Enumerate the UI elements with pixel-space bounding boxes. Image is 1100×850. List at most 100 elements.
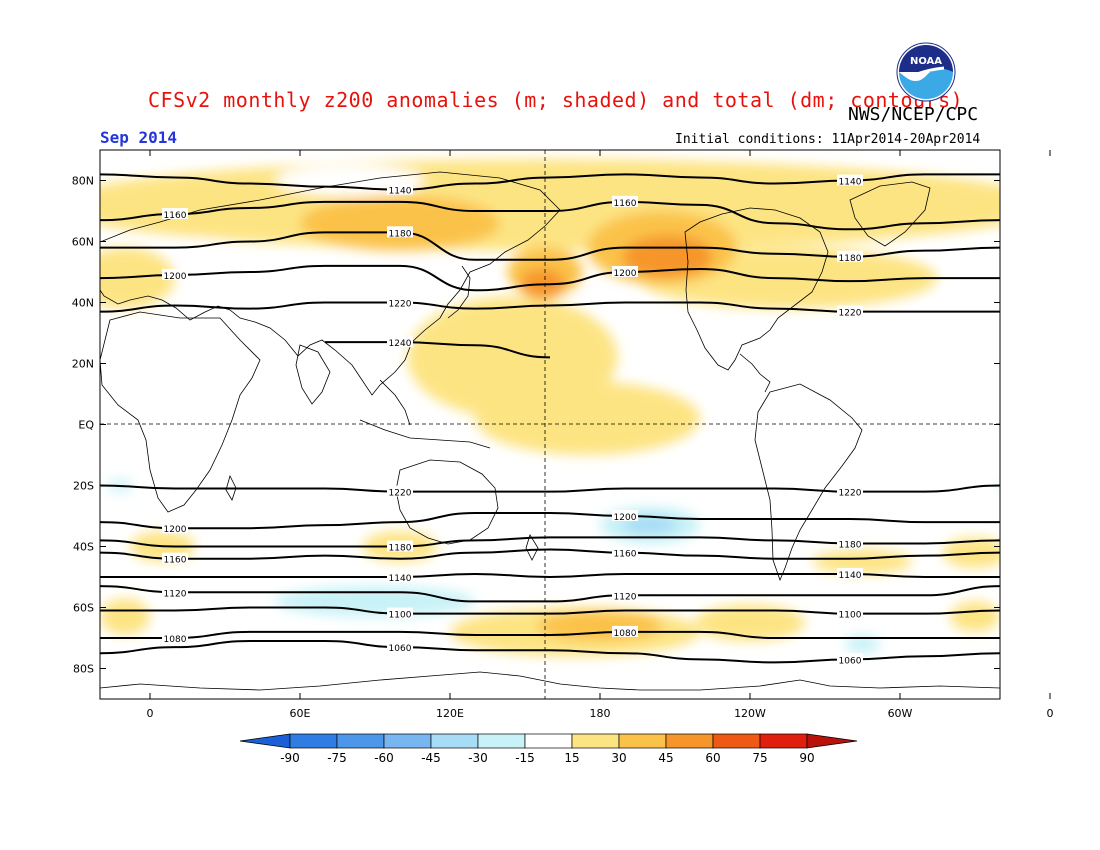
contour-label: 1080 — [162, 632, 188, 645]
anomaly-region — [100, 247, 175, 309]
coastlines — [100, 171, 1000, 691]
svg-text:1200: 1200 — [164, 272, 187, 282]
colorbar-label: -90 — [280, 751, 300, 765]
lon-tick-label: 120W — [734, 707, 766, 720]
anomaly-region — [950, 601, 1000, 632]
svg-text:1220: 1220 — [839, 489, 862, 499]
colorbar-segment — [289, 733, 338, 749]
svg-text:1140: 1140 — [839, 571, 862, 581]
colorbar-segment — [477, 733, 526, 749]
lon-tick-label: 180 — [590, 707, 611, 720]
lon-tick-label: 0 — [147, 707, 154, 720]
contour-label: 1060 — [387, 641, 413, 654]
contour-label: 1100 — [837, 607, 863, 621]
colorbar-segment — [336, 733, 385, 749]
svg-text:1200: 1200 — [164, 525, 187, 535]
contour-label: 1180 — [837, 250, 863, 264]
anomaly-shading — [100, 159, 1000, 657]
contour-label: 1100 — [387, 607, 413, 621]
contour-label: 1180 — [387, 226, 413, 239]
lat-tick-label: 40S — [73, 541, 94, 554]
anomaly-region — [300, 195, 500, 251]
contour-line — [325, 341, 551, 359]
colorbar-label: -15 — [515, 751, 535, 765]
contour-label: 1120 — [162, 586, 188, 599]
contour-line — [100, 511, 1000, 530]
latitude-axis: 80N 60N 40N 20N EQ 20S 40S 60S 80S — [72, 175, 1000, 676]
svg-text:1220: 1220 — [389, 489, 412, 499]
svg-text:1140: 1140 — [389, 187, 412, 197]
lon-tick-label: 60W — [888, 707, 913, 720]
svg-text:1120: 1120 — [164, 589, 187, 599]
chart-title: CFSv2 monthly z200 anomalies (m; shaded)… — [148, 88, 964, 112]
forecast-month: Sep 2014 — [100, 128, 178, 147]
contour-label: 1120 — [612, 589, 638, 602]
anomaly-region — [622, 235, 713, 279]
svg-text:1060: 1060 — [389, 644, 412, 654]
colorbar-label: 15 — [564, 751, 579, 765]
anomaly-region — [845, 634, 880, 654]
contour-line — [100, 264, 1000, 292]
colorbar-arrow-left — [239, 733, 291, 749]
noaa-logo-text: NOAA — [910, 56, 942, 67]
anomaly-region — [812, 549, 913, 574]
colorbar-label: 30 — [611, 751, 626, 765]
colorbar-label: -60 — [374, 751, 394, 765]
contour-label: 1180 — [387, 540, 413, 554]
contour-label: 1160 — [612, 546, 638, 560]
contour-label: 1240 — [387, 336, 413, 349]
contour-label: 1220 — [837, 305, 863, 319]
colorbar: -90 -75 -60 -45 -30 -15 15 30 45 60 75 90 — [239, 733, 858, 765]
svg-text:1160: 1160 — [614, 550, 637, 560]
colorbar-segment — [524, 733, 573, 749]
anomaly-region — [695, 604, 805, 642]
svg-text:1180: 1180 — [389, 229, 412, 239]
contour-line — [100, 630, 1000, 640]
svg-text:1160: 1160 — [614, 199, 637, 209]
height-contours: 1140 1140 1160 1160 1180 1180 1200 1200 1220 1220… — [100, 173, 1000, 666]
colorbar-label: 90 — [799, 751, 814, 765]
contour-label: 1200 — [612, 510, 638, 523]
colorbar-label: -75 — [327, 751, 347, 765]
contour-line — [100, 200, 1000, 231]
contour-label: 1200 — [162, 522, 188, 535]
svg-text:1100: 1100 — [389, 611, 412, 621]
contour-label: 1200 — [612, 266, 638, 279]
contour-label: 1220 — [837, 485, 863, 499]
contour-label: 1220 — [387, 296, 413, 310]
lat-tick-label: EQ — [78, 419, 94, 432]
contour-label: 1160 — [162, 552, 188, 566]
svg-text:1200: 1200 — [614, 513, 637, 523]
colorbar-segment — [712, 733, 761, 749]
lat-tick-label: 20N — [72, 358, 94, 371]
colorbar-label: 45 — [658, 751, 673, 765]
anomaly-region — [100, 159, 1000, 251]
svg-text:1240: 1240 — [389, 339, 412, 349]
colorbar-arrow-right — [806, 733, 858, 749]
svg-text:1220: 1220 — [839, 309, 862, 319]
svg-text:1100: 1100 — [839, 611, 862, 621]
lat-tick-label: 80N — [72, 175, 94, 188]
lat-tick-label: 60N — [72, 236, 94, 249]
colorbar-label: 60 — [705, 751, 720, 765]
colorbar-segment — [383, 733, 432, 749]
colorbar-segment — [571, 733, 620, 749]
contour-label: 1180 — [837, 537, 863, 550]
anomaly-region — [475, 381, 700, 455]
lat-tick-label: 20S — [73, 480, 94, 493]
agency-label: NWS/NCEP/CPC — [848, 104, 979, 125]
svg-text:1180: 1180 — [389, 544, 412, 554]
lat-tick-label: 80S — [73, 663, 94, 676]
lon-tick-label: 60E — [290, 707, 311, 720]
colorbar-label: -45 — [421, 751, 441, 765]
longitude-axis: 0 60E 120E 180 120W 60W 0 — [147, 150, 1054, 720]
colorbar-segment — [430, 733, 479, 749]
svg-text:1200: 1200 — [614, 269, 637, 279]
lon-tick-label: 120E — [436, 707, 464, 720]
colorbar-label: -30 — [468, 751, 488, 765]
anomaly-region — [537, 610, 663, 642]
svg-text:1060: 1060 — [839, 656, 862, 666]
svg-text:1160: 1160 — [164, 211, 187, 221]
colorbar-label: 75 — [752, 751, 767, 765]
